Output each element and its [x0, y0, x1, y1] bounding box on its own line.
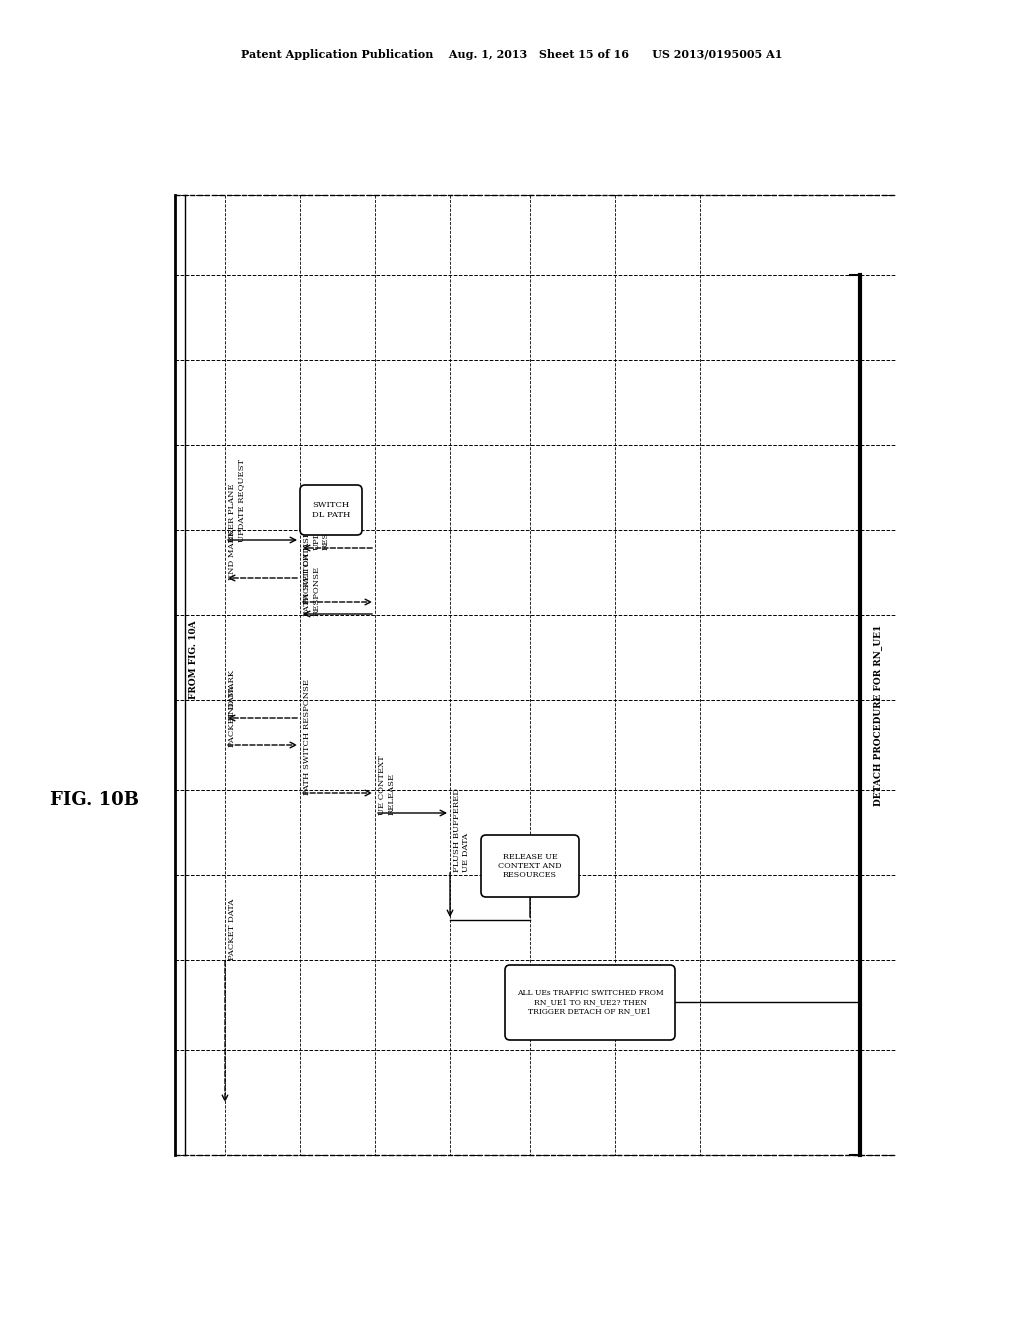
Text: FROM FIG. 10A: FROM FIG. 10A: [188, 620, 198, 700]
Text: UE CONTEXT
RELEASE: UE CONTEXT RELEASE: [378, 755, 395, 814]
Text: USER PLANE
UPDATE REQUEST: USER PLANE UPDATE REQUEST: [228, 459, 245, 543]
Text: PACKET DATA: PACKET DATA: [228, 899, 236, 960]
Text: FIG. 10B: FIG. 10B: [50, 791, 139, 809]
Text: PATH SWITCH
RESPONSE: PATH SWITCH RESPONSE: [303, 553, 321, 616]
FancyBboxPatch shape: [300, 484, 362, 535]
Text: PATH SWITCH RESPONSE: PATH SWITCH RESPONSE: [303, 678, 311, 795]
Text: USER PLANE
UPDATE
RESPONSE: USER PLANE UPDATE RESPONSE: [303, 491, 330, 550]
Text: END MARK: END MARK: [228, 669, 236, 719]
Text: ALL UEs TRAFFIC SWITCHED FROM
RN_UE1 TO RN_UE2? THEN
TRIGGER DETACH OF RN_UE1: ALL UEs TRAFFIC SWITCHED FROM RN_UE1 TO …: [517, 989, 664, 1015]
Text: END MARK: END MARK: [228, 529, 236, 579]
Text: DETACH PROCEDURE FOR RN_UE1: DETACH PROCEDURE FOR RN_UE1: [873, 624, 883, 805]
Text: SWITCH
DL PATH: SWITCH DL PATH: [312, 502, 350, 519]
Text: FLUSH BUFFERED
UE DATA: FLUSH BUFFERED UE DATA: [453, 788, 470, 873]
FancyBboxPatch shape: [505, 965, 675, 1040]
Text: RELEASE UE
CONTEXT AND
RESOURCES: RELEASE UE CONTEXT AND RESOURCES: [499, 853, 562, 879]
Text: PACKET DATA: PACKET DATA: [303, 543, 311, 605]
Text: Patent Application Publication    Aug. 1, 2013   Sheet 15 of 16      US 2013/019: Patent Application Publication Aug. 1, 2…: [242, 49, 782, 61]
FancyBboxPatch shape: [481, 836, 579, 898]
Text: PACKET DATA: PACKET DATA: [228, 685, 236, 747]
